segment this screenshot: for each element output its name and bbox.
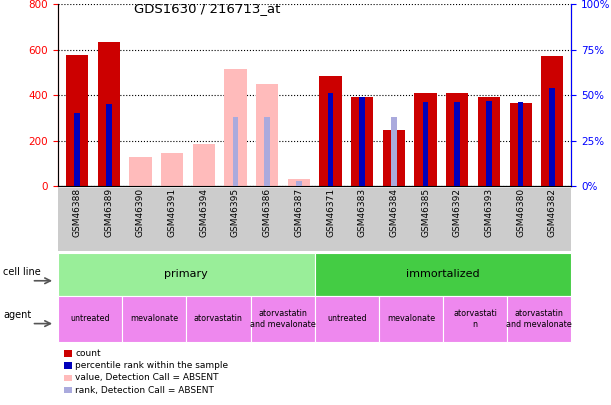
Bar bbox=[391, 117, 397, 186]
Text: primary: primary bbox=[164, 269, 208, 279]
Bar bbox=[423, 102, 428, 186]
Bar bbox=[130, 157, 152, 186]
Bar bbox=[359, 97, 365, 186]
Bar bbox=[106, 104, 112, 186]
Bar bbox=[327, 93, 334, 186]
Text: atorvastatin
and mevalonate: atorvastatin and mevalonate bbox=[507, 309, 572, 328]
Text: rank, Detection Call = ABSENT: rank, Detection Call = ABSENT bbox=[75, 386, 214, 394]
Text: untreated: untreated bbox=[70, 314, 110, 324]
Text: value, Detection Call = ABSENT: value, Detection Call = ABSENT bbox=[75, 373, 219, 382]
Bar bbox=[161, 153, 183, 186]
Bar bbox=[98, 42, 120, 186]
Bar bbox=[265, 117, 270, 186]
Text: atorvastatin: atorvastatin bbox=[194, 314, 243, 324]
Bar bbox=[549, 88, 555, 186]
Bar bbox=[382, 130, 405, 186]
Text: GDS1630 / 216713_at: GDS1630 / 216713_at bbox=[134, 2, 281, 15]
Bar bbox=[541, 56, 563, 186]
Bar bbox=[288, 179, 310, 186]
Bar bbox=[296, 181, 302, 186]
Text: atorvastatin
and mevalonate: atorvastatin and mevalonate bbox=[250, 309, 315, 328]
Bar bbox=[66, 55, 88, 186]
Text: immortalized: immortalized bbox=[406, 269, 480, 279]
Bar bbox=[518, 102, 524, 186]
Bar bbox=[74, 113, 80, 186]
Bar bbox=[224, 69, 247, 186]
Bar bbox=[320, 76, 342, 186]
Bar bbox=[414, 93, 437, 186]
Text: atorvastati
n: atorvastati n bbox=[453, 309, 497, 328]
Bar bbox=[478, 98, 500, 186]
Text: count: count bbox=[75, 349, 101, 358]
Bar bbox=[256, 84, 278, 186]
Bar bbox=[351, 98, 373, 186]
Text: percentile rank within the sample: percentile rank within the sample bbox=[75, 361, 229, 370]
Bar bbox=[455, 102, 460, 186]
Text: cell line: cell line bbox=[3, 267, 41, 277]
Text: untreated: untreated bbox=[327, 314, 367, 324]
Text: agent: agent bbox=[3, 310, 31, 320]
Bar bbox=[233, 117, 238, 186]
Text: mevalonate: mevalonate bbox=[130, 314, 178, 324]
Text: mevalonate: mevalonate bbox=[387, 314, 435, 324]
Bar bbox=[192, 144, 215, 186]
Bar bbox=[510, 103, 532, 186]
Bar bbox=[446, 93, 468, 186]
Bar bbox=[486, 100, 492, 186]
